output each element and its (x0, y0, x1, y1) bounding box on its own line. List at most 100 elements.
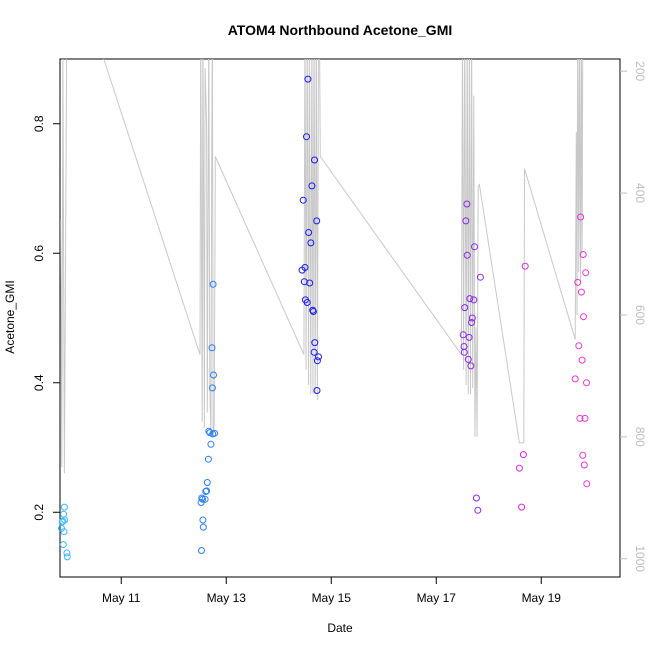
data-point (61, 516, 69, 524)
data-point (571, 375, 579, 383)
data-point (63, 549, 71, 557)
y-tick-label: 0.2 (32, 504, 46, 521)
data-point (60, 510, 68, 518)
chart-title: ATOM4 Northbound Acetone_GMI (228, 22, 453, 38)
data-point (464, 355, 472, 363)
data-point (309, 308, 317, 315)
x-tick-label: May 15 (312, 591, 352, 605)
data-point (460, 348, 468, 356)
data-point (476, 273, 484, 281)
data-point (304, 75, 312, 83)
data-point (313, 217, 321, 225)
data-point (210, 371, 217, 379)
y2-axis: 200 400 600 800 1000 (620, 61, 647, 572)
data-point (474, 506, 482, 514)
data-point (576, 414, 584, 422)
data-point (578, 356, 586, 364)
data-point (201, 495, 209, 503)
data-point (208, 344, 216, 352)
data-point (198, 547, 205, 554)
data-point (199, 516, 207, 524)
y2-tick-label: 800 (633, 427, 647, 447)
data-point (207, 440, 215, 448)
altitude-line (60, 59, 584, 474)
data-point (466, 295, 474, 303)
data-point (468, 319, 476, 326)
data-point (60, 503, 68, 511)
data-point (303, 133, 310, 141)
data-point (459, 331, 467, 339)
data-point (305, 229, 313, 236)
scatter-series (58, 75, 591, 561)
data-point (315, 353, 322, 361)
data-point (209, 280, 217, 288)
data-point (313, 387, 321, 394)
plot-frame (59, 58, 621, 578)
data-point (303, 299, 311, 306)
data-point (577, 213, 585, 221)
data-point (470, 296, 478, 304)
data-point (468, 314, 476, 322)
data-point (519, 451, 527, 459)
data-point (203, 479, 211, 486)
data-point (472, 494, 480, 502)
data-point (202, 488, 210, 495)
data-point (308, 182, 316, 190)
data-point (580, 461, 588, 469)
data-point (307, 239, 315, 247)
altitude-series (60, 59, 584, 474)
data-point (60, 528, 68, 536)
data-point (582, 269, 590, 277)
data-point (463, 200, 471, 208)
y-tick-label: 0.8 (32, 115, 46, 132)
data-point (579, 451, 587, 459)
data-point (471, 243, 478, 251)
data-point (583, 480, 591, 488)
y2-tick-label: 200 (633, 61, 647, 81)
y2-tick-label: 1000 (633, 545, 647, 572)
data-point (59, 541, 67, 549)
data-point (204, 455, 212, 463)
data-point (515, 464, 523, 472)
data-point (310, 348, 318, 356)
x-axis-label: Date (327, 621, 353, 635)
x-tick-label: May 19 (522, 591, 562, 605)
data-point (211, 429, 219, 437)
x-axis: May 11 May 13 May 15 May 17 May 19 (102, 577, 561, 605)
data-point (465, 333, 473, 341)
data-point (199, 495, 207, 503)
data-point (198, 494, 206, 502)
y2-tick-label: 600 (633, 305, 647, 325)
data-point (299, 196, 307, 204)
y-axis-label: Acetone_GMI (3, 280, 17, 353)
data-point (580, 313, 587, 321)
data-point (579, 251, 587, 258)
y-axis: 0.2 0.4 0.6 0.8 (32, 115, 60, 521)
data-point (521, 262, 529, 270)
data-point (59, 517, 67, 525)
data-point (203, 487, 211, 495)
data-point (311, 156, 318, 164)
data-point (462, 217, 470, 225)
data-point (306, 279, 314, 287)
data-point (63, 553, 71, 561)
x-tick-label: May 11 (102, 591, 141, 605)
data-point (577, 288, 585, 296)
x-tick-label: May 17 (417, 591, 457, 605)
data-point (461, 304, 469, 312)
data-point (313, 357, 321, 365)
data-point (301, 264, 309, 271)
y-tick-label: 0.4 (32, 374, 46, 391)
data-point (575, 342, 583, 350)
y2-tick-label: 400 (633, 183, 647, 203)
data-point (518, 503, 526, 511)
data-point (463, 251, 471, 259)
data-point (467, 362, 475, 370)
data-point (574, 278, 582, 286)
x-tick-label: May 13 (207, 591, 247, 605)
data-point (208, 384, 216, 392)
y-tick-label: 0.6 (32, 245, 46, 262)
data-point (581, 414, 589, 422)
data-point (583, 379, 590, 387)
